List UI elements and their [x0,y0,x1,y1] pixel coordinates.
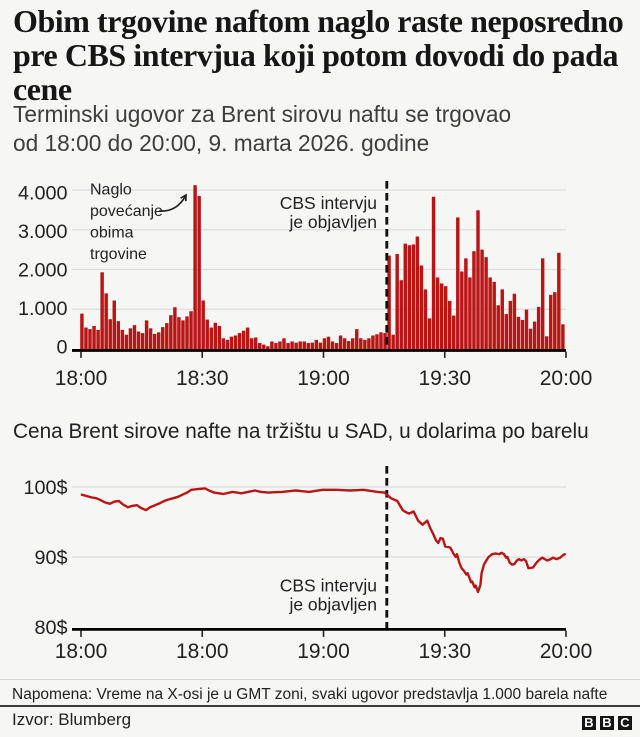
svg-text:je objavljen: je objavljen [288,212,377,232]
svg-text:19:00: 19:00 [297,367,350,390]
svg-text:3.000: 3.000 [18,221,68,243]
svg-text:90$: 90$ [34,547,67,569]
svg-text:19:30: 19:30 [418,367,471,390]
svg-text:18:30: 18:30 [176,367,229,390]
svg-text:19:30: 19:30 [418,640,471,663]
svg-text:Naglo: Naglo [90,182,132,199]
svg-text:je objavljen: je objavljen [288,595,377,615]
svg-text:18:00: 18:00 [176,640,229,663]
svg-text:2.000: 2.000 [18,259,68,281]
svg-text:obima: obima [90,225,134,242]
svg-text:18:00: 18:00 [55,367,108,390]
svg-text:trgovine: trgovine [90,246,147,263]
svg-text:80$: 80$ [34,617,67,639]
svg-text:1.000: 1.000 [18,298,68,320]
svg-text:20:00: 20:00 [540,640,593,663]
svg-text:19:00: 19:00 [297,640,350,663]
svg-text:18:00: 18:00 [55,640,108,663]
svg-text:100$: 100$ [23,477,67,499]
svg-text:0: 0 [56,336,67,358]
svg-text:CBS intervju: CBS intervju [280,193,377,213]
svg-text:20:00: 20:00 [540,367,593,390]
svg-text:povećanje: povećanje [90,203,163,220]
svg-text:CBS intervju: CBS intervju [280,575,377,595]
svg-text:4.000: 4.000 [18,182,68,204]
